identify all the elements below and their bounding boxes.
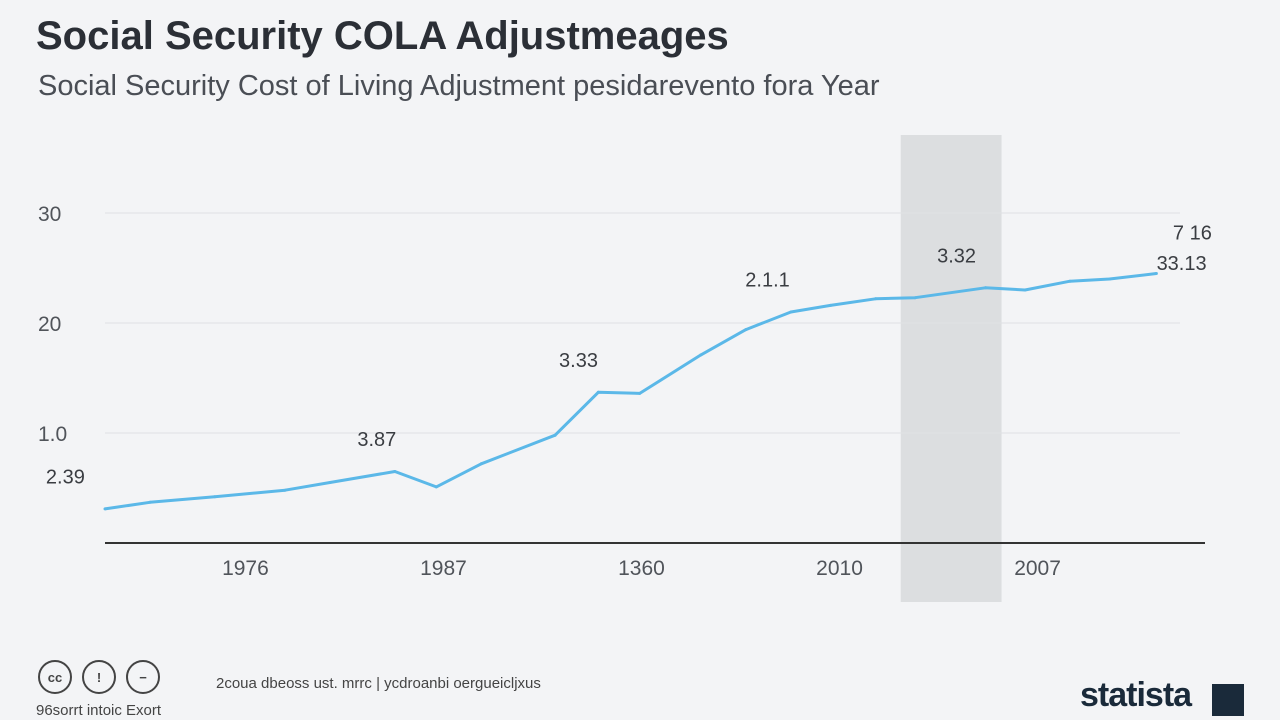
source-text: 2coua dbeoss ust. mrrc | ycdroanbi oergu… — [216, 675, 541, 692]
brand-mark-icon — [1212, 684, 1244, 716]
data-point — [148, 500, 152, 504]
brand-logo: statista — [1080, 676, 1192, 714]
data-label: 2.1.1 — [745, 270, 789, 292]
data-label: 33.13 — [1157, 253, 1207, 275]
chart-title: Social Security COLA Adjustmeages — [36, 14, 729, 58]
y-tick-label: 20 — [38, 313, 61, 336]
data-point — [913, 296, 917, 300]
series-line — [104, 272, 1157, 511]
chart-subtitle: Social Security Cost of Living Adjustmen… — [38, 70, 880, 102]
data-point — [983, 286, 987, 290]
data-point — [213, 495, 217, 499]
data-label: 7 16 — [1173, 222, 1212, 244]
x-tick-label: 2007 — [1014, 557, 1061, 580]
minus-icon[interactable]: − — [126, 660, 160, 694]
data-label: 3.33 — [559, 350, 598, 372]
data-point — [1023, 288, 1027, 292]
data-point — [479, 462, 483, 466]
data-point — [874, 297, 878, 301]
highlight-band — [900, 135, 1002, 602]
data-point — [328, 481, 332, 484]
x-tick-label: 2010 — [816, 557, 863, 580]
footer-links[interactable]: 96sorrt intoic Exort — [36, 702, 162, 719]
data-point — [103, 507, 107, 511]
y-tick-label: 1.0 — [38, 423, 67, 446]
data-point — [434, 485, 438, 489]
data-point — [638, 391, 642, 395]
y-tick-label: 30 — [38, 203, 61, 226]
info-icon[interactable]: ! — [82, 660, 116, 694]
data-point — [829, 303, 833, 307]
data-point — [1108, 277, 1112, 281]
data-point — [393, 470, 397, 473]
data-point — [283, 488, 287, 492]
cc-icon[interactable]: cc — [38, 660, 72, 694]
x-tick-label: 1976 — [222, 557, 269, 580]
x-tick-label: 1360 — [618, 557, 665, 580]
x-tick-label: 1987 — [420, 557, 467, 580]
data-point — [789, 310, 793, 314]
data-point — [596, 390, 600, 394]
data-point — [1154, 272, 1158, 275]
data-point — [744, 328, 748, 332]
data-point — [699, 353, 703, 357]
data-point — [553, 433, 557, 437]
data-label: 3.87 — [357, 429, 396, 451]
data-label: 3.32 — [937, 246, 976, 268]
data-point — [1068, 279, 1072, 283]
data-label: 2.39 — [46, 467, 85, 489]
